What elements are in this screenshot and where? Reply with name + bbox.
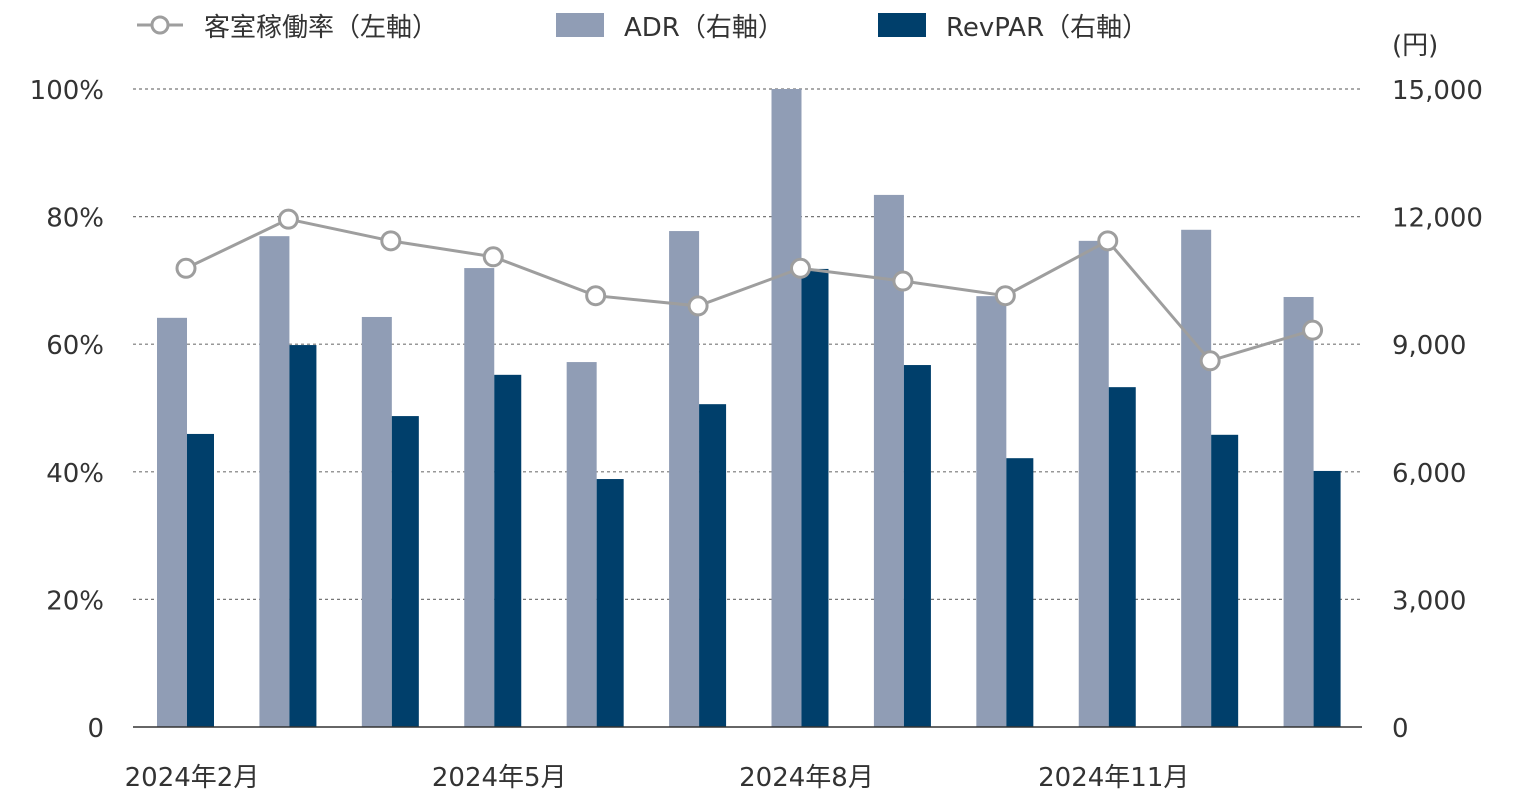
legend-occupancy: 客室稼働率（左軸） (204, 13, 438, 43)
revpar-bar (187, 433, 214, 727)
revpar-bar (1006, 458, 1034, 727)
x-tick-label: 2024年11月 (1038, 763, 1189, 793)
revpar-bar (801, 268, 829, 727)
occupancy-point (380, 230, 402, 252)
revpar-bar (903, 365, 931, 727)
right-axis-unit: (円) (1392, 31, 1438, 61)
adr-bar (259, 236, 290, 727)
revpar-bar (1313, 470, 1341, 727)
occupancy-point (482, 246, 504, 268)
revpar-bar (1211, 434, 1239, 727)
occupancy-point (1097, 230, 1119, 252)
left-tick-label: 60% (46, 331, 104, 361)
x-tick-label: 2024年5月 (432, 763, 567, 793)
x-tick-label: 2024年8月 (739, 763, 874, 793)
right-tick-label: 0 (1392, 714, 1409, 744)
occupancy-point (585, 285, 607, 307)
occupancy-point (277, 208, 299, 230)
left-tick-label: 0 (87, 714, 104, 744)
right-tick-label: 15,000 (1392, 76, 1483, 106)
adr-bar (1078, 240, 1109, 727)
legend-marker (150, 15, 170, 35)
legend-revpar-swatch (878, 13, 926, 37)
occupancy-point (1302, 319, 1324, 341)
left-tick-label: 80% (46, 204, 104, 234)
left-tick-label: 20% (46, 586, 104, 616)
right-tick-label: 6,000 (1392, 459, 1466, 489)
occupancy-point (892, 270, 914, 292)
legend: 客室稼働率（左軸） ADR（右軸） RevPAR（右軸） (137, 13, 1148, 43)
adr-bar (771, 89, 802, 727)
revpar-bar (1108, 387, 1136, 727)
occupancy-point (175, 257, 197, 279)
revpar-bar (391, 416, 419, 727)
adr-bar (976, 296, 1007, 727)
legend-revpar: RevPAR（右軸） (946, 13, 1148, 43)
x-tick-label: 2024年2月 (125, 763, 260, 793)
occupancy-line (185, 217, 1314, 363)
occupancy-point (687, 295, 709, 317)
adr-bar (1283, 296, 1314, 727)
adr-bar (361, 316, 392, 727)
adr-bar (1181, 229, 1212, 727)
left-tick-label: 40% (46, 459, 104, 489)
right-tick-label: 3,000 (1392, 586, 1466, 616)
revpar-bar (596, 479, 624, 727)
revpar-bar (494, 374, 522, 727)
occupancy-point (1199, 350, 1221, 372)
revpar-bar (289, 345, 317, 727)
adr-bar (157, 317, 187, 727)
legend-adr: ADR（右軸） (624, 13, 784, 43)
right-tick-label: 9,000 (1392, 331, 1466, 361)
left-tick-label: 100% (30, 76, 104, 106)
occupancy-point (790, 257, 811, 279)
legend-adr-swatch (556, 13, 604, 37)
adr-bar (464, 268, 495, 727)
right-tick-label: 12,000 (1392, 204, 1483, 234)
revpar-bar (699, 404, 727, 727)
occupancy-point (994, 285, 1016, 307)
adr-bar (566, 362, 597, 727)
